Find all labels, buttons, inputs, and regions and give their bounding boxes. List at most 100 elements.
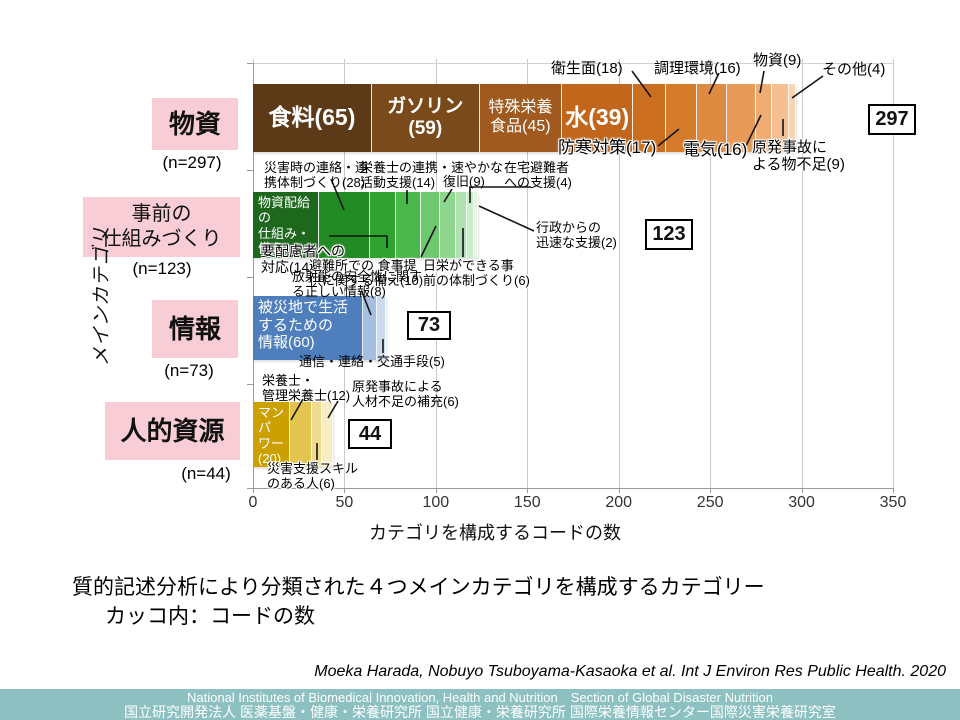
caption-line-2: カッコ内：コードの数 <box>105 605 315 628</box>
annotation-label: 防寒対策(17) <box>558 138 657 157</box>
x-axis-tick <box>253 488 254 493</box>
x-tick-label: 300 <box>788 494 815 511</box>
bar-segment: 水(39) <box>562 84 634 152</box>
annotation-label: 日栄ができる事 前の体制づくり(6) <box>423 258 530 288</box>
x-tick-label: 350 <box>879 494 907 511</box>
bar-segment-label: 被災地で生活 するための 情報(60) <box>258 299 349 352</box>
x-tick-label: 200 <box>605 494 633 511</box>
y-axis-tick <box>247 277 253 278</box>
bar-segment: ガソリン(59) <box>371 84 480 152</box>
bar-segment <box>455 192 467 258</box>
caption-line-1: 質的記述分析により分類された４つメインカテゴリを構成するカテゴリー <box>72 576 765 599</box>
y-axis-tick <box>247 170 253 171</box>
main-category-label: 情報 <box>152 300 238 358</box>
bar-segment <box>788 84 797 152</box>
annotation-label: 避難所での 食事提 供に関する備え(10) <box>309 258 424 288</box>
bar-segment <box>311 402 323 467</box>
footer-line-japanese: 国立研究開発法人 医薬基盤・健康・栄養研究所 国立健康・栄養研究所 国際栄養情報… <box>124 704 836 720</box>
total-count-box: 73 <box>407 311 451 340</box>
bar-segment <box>370 192 396 258</box>
bar-segment-label: ガソリン(59) <box>387 95 464 139</box>
category-n-label: (n=123) <box>132 259 192 278</box>
annotation-label: 原発事故に よる物不足(9) <box>752 139 845 174</box>
bar-segment <box>289 402 312 467</box>
leader-line <box>478 205 535 232</box>
bar-segment <box>377 296 387 360</box>
annotation-label: 原発事故による 人材不足の補充(6) <box>352 379 459 409</box>
annotation-label: 衛生面(18) <box>551 60 623 77</box>
bar-情報: 被災地で生活 するための 情報(60) <box>253 296 387 360</box>
bar-物資: 食料(65) ガソリン(59) 特殊栄養 食品(45) 水(39) <box>253 84 797 152</box>
annotation-label: 調理環境(16) <box>654 60 741 77</box>
bar-segment: 被災地で生活 するための 情報(60) <box>253 296 363 360</box>
x-tick-label: 0 <box>248 494 258 511</box>
annotation-label: 栄養士・ 管理栄養士(12) <box>262 373 351 403</box>
x-axis-tick <box>618 488 620 493</box>
bar-segment: 物資配給の 仕組み・備え (36) <box>253 192 319 271</box>
x-tick-label: 250 <box>696 494 724 511</box>
y-axis-title: メインカテゴリ <box>91 225 113 367</box>
annotation-label: 行政からの 迅速な支援(2) <box>536 220 617 250</box>
bar-segment <box>772 84 789 152</box>
annotation-label: 栄養士の連携・速やかな 活動支援(14) <box>360 160 504 190</box>
annotation-label: 通信・連絡・交通手段(5) <box>299 354 445 369</box>
x-tick-label: 150 <box>513 494 541 511</box>
bar-segment <box>466 192 475 258</box>
annotation-label: 災害支援スキル のある人(6) <box>267 461 359 491</box>
gridline <box>435 59 437 488</box>
footer-band: National Institutes of Biomedical Innova… <box>0 689 960 720</box>
leader-line <box>791 75 824 99</box>
gridline <box>344 59 346 488</box>
bar-segment <box>362 296 378 360</box>
y-axis-tick <box>247 63 253 64</box>
gridline <box>710 59 712 488</box>
footer-line-english: National Institutes of Biomedical Innova… <box>186 690 774 705</box>
x-axis-tick <box>893 488 894 493</box>
bar-segment-label: 特殊栄養 食品(45) <box>488 99 553 135</box>
citation: Moeka Harada, Nobuyo Tsuboyama-Kasaoka e… <box>314 663 946 680</box>
bar-人的資源: マンパ ワー (20) <box>253 402 334 467</box>
y-axis-tick <box>247 384 253 385</box>
x-axis-tick <box>801 488 803 493</box>
x-axis-title: カテゴリを構成するコードの数 <box>369 523 621 543</box>
bar-segment: マンパ ワー (20) <box>253 402 290 467</box>
bar-segment-label: 水(39) <box>565 104 630 131</box>
total-count-box: 44 <box>348 419 392 449</box>
bar-segment-label: 物資配給の 仕組み・備え (36) <box>258 195 311 272</box>
bar-segment: 食料(65) <box>253 84 372 152</box>
annotation-label: 復旧(9) <box>443 174 485 189</box>
total-count-box: 123 <box>645 219 693 250</box>
category-n-label: (n=297) <box>162 153 222 172</box>
bar-segment <box>395 192 422 258</box>
x-axis-tick <box>710 488 712 493</box>
gridline <box>527 59 529 488</box>
bar-segment-label: 食料(65) <box>268 104 356 131</box>
x-tick-label: 50 <box>335 494 354 511</box>
annotation-label: 放射能の安全性に関す る正しい情報(8) <box>292 269 423 299</box>
main-category-label: 人的資源 <box>105 402 240 460</box>
bar-segment <box>421 192 440 258</box>
stacked-bar-chart: 0 50 100 150 200 250 300 350 食料(65) ガソリン(59) 特殊栄養 … <box>83 52 916 511</box>
x-tick-label: 100 <box>422 494 450 511</box>
main-category-label: 事前の 仕組みづくり <box>83 197 240 257</box>
annotation-label: 災害時の連絡・連 携体制づくり(28) <box>264 160 369 190</box>
gridline <box>801 59 803 488</box>
annotation-label: 物資(9) <box>753 52 802 69</box>
category-n-label: (n=73) <box>164 361 214 380</box>
total-count-box: 297 <box>868 104 916 135</box>
gridline <box>893 59 894 488</box>
y-axis-line <box>253 63 254 488</box>
category-n-label: (n=44) <box>181 464 231 483</box>
annotation-label: その他(4) <box>822 61 886 78</box>
main-category-label: 物資 <box>152 98 238 150</box>
bar-segment <box>322 402 334 467</box>
gridline <box>618 59 620 488</box>
bar-segment <box>697 84 727 152</box>
x-axis-tick <box>435 488 437 493</box>
bar-segment-label: マンパ ワー (20) <box>258 405 285 466</box>
x-axis-tick <box>527 488 529 493</box>
annotation-label: 要配慮者への 対応(14) <box>261 243 345 276</box>
x-axis-line <box>253 488 893 489</box>
y-axis-tick <box>247 488 253 489</box>
